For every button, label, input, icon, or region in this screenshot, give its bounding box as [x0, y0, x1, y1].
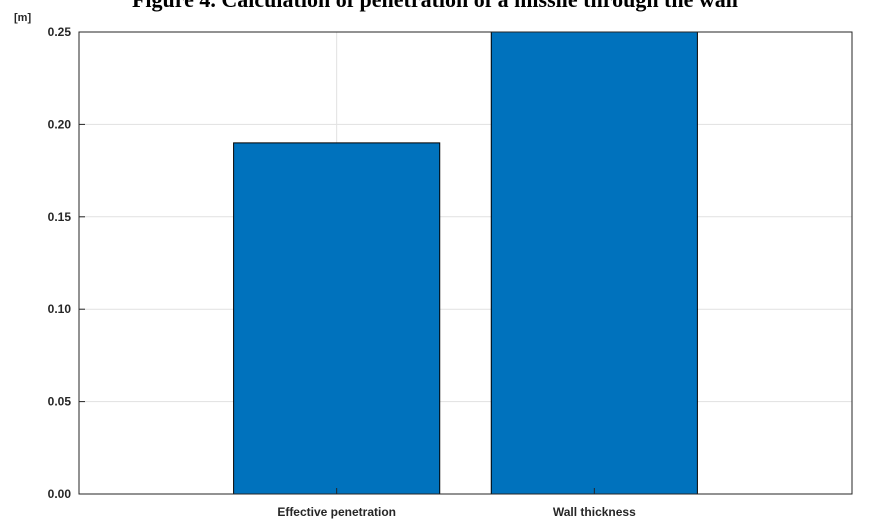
chart-title: Figure 4. Calculation of penetration of …: [0, 0, 870, 13]
y-axis-unit-label: [m]: [14, 12, 31, 24]
axes-box: [78, 31, 853, 495]
y-tick-label: 0.15: [48, 210, 72, 224]
y-tick-label: 0.20: [48, 117, 72, 131]
y-tick-label: 0.00: [48, 487, 72, 501]
x-ticks: Effective penetration Wall thickness: [277, 488, 636, 519]
bars: [233, 31, 698, 495]
y-tick-label: 0.25: [48, 25, 72, 39]
x-tick-label: Effective penetration: [277, 505, 396, 519]
x-tick-label: Wall thickness: [553, 505, 636, 519]
y-tick-label: 0.10: [48, 302, 72, 316]
y-tick-label: 0.05: [48, 395, 72, 409]
grid-lines: [79, 31, 852, 495]
y-ticks: 0.00 0.05 0.10 0.15 0.20 0.25: [48, 25, 85, 501]
bar-1: [233, 142, 441, 495]
bar-2: [490, 31, 698, 495]
